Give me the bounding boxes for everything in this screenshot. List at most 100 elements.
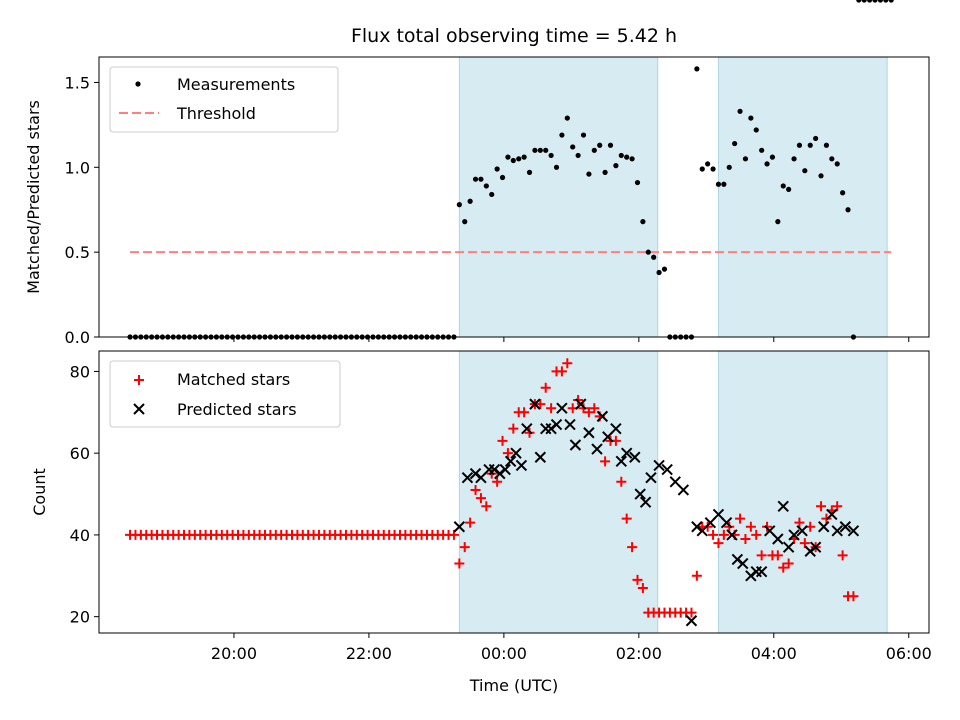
measurement-point <box>872 0 878 3</box>
predicted-star-point <box>796 525 808 537</box>
measurement-point <box>499 174 506 181</box>
y-tick-label: 0.5 <box>65 243 90 262</box>
matched-stars-legend-label: Matched stars <box>177 370 290 389</box>
measurement-point <box>813 135 819 142</box>
measurement-point <box>656 269 662 276</box>
predicted-star-point <box>510 447 522 459</box>
predicted-star-point <box>782 541 795 553</box>
matched-star-point <box>740 534 751 544</box>
measurement-point <box>705 161 711 167</box>
measurement-point <box>467 198 473 204</box>
measurement-point <box>861 0 867 3</box>
predicted-stars-legend-marker <box>133 403 145 415</box>
matched-star-point <box>751 529 762 540</box>
measurement-point <box>494 166 500 172</box>
measurement-point <box>748 115 754 121</box>
measurement-point <box>845 207 851 213</box>
matched-star-point <box>492 476 503 487</box>
measurement-point <box>456 202 462 208</box>
matched-star-point <box>713 538 724 549</box>
measurement-point <box>769 154 776 160</box>
matched-star-point <box>502 448 513 459</box>
measurement-point <box>742 156 749 162</box>
measurement-point <box>559 132 565 138</box>
top-y-ticks: 0.0 0.5 1.0 1.5 <box>65 73 99 347</box>
y-tick-label: 0.0 <box>65 328 90 347</box>
measurement-point <box>759 147 765 153</box>
y-tick-label: 20 <box>70 608 90 627</box>
predicted-star-point <box>596 410 609 423</box>
measurement-point <box>489 191 495 198</box>
measurement-point <box>786 186 792 192</box>
predicted-star-point <box>737 557 749 570</box>
matched-star-point <box>799 538 810 549</box>
matched-star-point <box>470 484 481 495</box>
measurement-point <box>521 154 527 160</box>
matched-star-point <box>794 517 805 528</box>
measurement-point <box>618 152 624 159</box>
predicted-star-point <box>809 541 822 553</box>
matched-star-point <box>832 501 843 512</box>
bottom-axes-frame <box>98 350 930 634</box>
measurement-point <box>570 144 576 150</box>
measurement-point <box>721 181 727 187</box>
observing-window-0 <box>458 350 659 634</box>
measurement-point <box>645 249 651 255</box>
matched-star-point <box>772 550 783 561</box>
predicted-star-point <box>515 459 528 472</box>
predicted-star-point <box>615 455 628 468</box>
measurement-point <box>694 66 700 72</box>
matched-star-point <box>546 403 557 414</box>
measurement-point <box>591 147 597 153</box>
y-tick-label: 40 <box>70 526 90 545</box>
bottom-x-ticks: 20:00 22:00 00:00 02:00 04:00 06:00 <box>211 633 932 663</box>
predicted-star-point <box>645 471 657 484</box>
matched-star-point <box>448 529 459 540</box>
matched-star-point <box>783 558 794 569</box>
matched-star-point <box>454 558 465 569</box>
top-axes-frame <box>98 56 930 338</box>
chart-title: Flux total observing time = 5.42 h <box>351 25 677 47</box>
observing-window-0 <box>458 56 659 338</box>
predicted-star-point <box>788 529 800 541</box>
matched-star-point <box>632 574 643 585</box>
predicted-star-point <box>755 565 768 578</box>
measurement-point <box>510 157 516 164</box>
measurement-point <box>834 161 840 167</box>
matched-star-point <box>691 570 702 581</box>
y-tick-label: 60 <box>70 444 90 463</box>
matched-star-point <box>583 407 594 418</box>
measurement-point <box>888 0 894 3</box>
matched-star-point <box>556 366 567 377</box>
predicted-star-point <box>839 521 852 533</box>
measurement-point <box>699 166 705 172</box>
measurement-point <box>613 163 619 169</box>
predicted-star-point <box>777 500 789 513</box>
measurement-point <box>661 266 668 272</box>
bottom-panel: 20:00 22:00 00:00 02:00 04:00 06:00 20406080 … <box>30 351 932 695</box>
predicted-star-point <box>772 533 784 545</box>
x-axis-label: Time (UTC) <box>469 676 558 695</box>
measurement-point <box>840 190 846 196</box>
threshold-legend-label: Threshold <box>176 104 256 123</box>
measurement-point <box>624 154 630 160</box>
predicted-star-point <box>610 422 622 435</box>
matched-star-point <box>535 399 546 410</box>
top-legend-box <box>109 66 339 133</box>
top-legend: Measurements Threshold <box>109 66 339 133</box>
top-y-axis-label: Matched/Predicted stars <box>24 100 43 294</box>
predicted-stars-points <box>454 399 860 627</box>
predicted-star-point <box>677 484 690 496</box>
observing-window-1 <box>717 56 888 338</box>
predicted-star-point <box>818 521 830 533</box>
predicted-star-point <box>661 463 673 476</box>
matched-star-point <box>465 517 476 528</box>
y-tick-label: 1.5 <box>65 73 90 92</box>
predicted-stars-legend-label: Predicted stars <box>177 400 297 419</box>
top-panel: 0.0 0.5 1.0 1.5 Matched/Predicted stars Mea… <box>24 0 930 347</box>
predicted-star-point <box>461 471 474 484</box>
measurement-point <box>726 164 732 170</box>
measurements-legend-label: Measurements <box>177 75 295 94</box>
top-observing-windows <box>458 56 888 338</box>
predicted-star-point <box>534 451 547 463</box>
